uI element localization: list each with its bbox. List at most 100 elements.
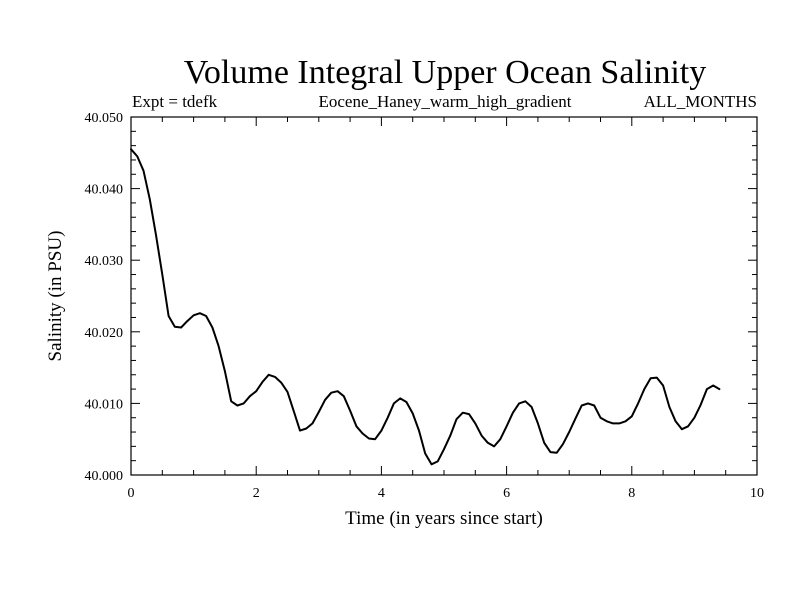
y-tick-label: 40.030 — [85, 254, 124, 269]
series-point — [155, 234, 157, 236]
y-axis-title: Salinity (in PSU) — [45, 231, 66, 362]
series-point — [506, 425, 508, 427]
series-point — [606, 420, 608, 422]
series-point — [380, 430, 382, 432]
series-point — [274, 376, 276, 378]
series-point — [355, 425, 357, 427]
series-point — [180, 327, 182, 329]
series-point — [468, 413, 470, 415]
series-point — [199, 312, 201, 314]
series-point — [143, 170, 145, 172]
series-point — [675, 420, 677, 422]
series-point — [443, 448, 445, 450]
x-tick-label: 8 — [628, 486, 635, 501]
series-point — [224, 370, 226, 372]
series-point — [687, 425, 689, 427]
major-ticks — [130, 116, 758, 476]
series-point — [693, 417, 695, 419]
y-tick-label: 40.050 — [85, 111, 124, 126]
series-point — [600, 417, 602, 419]
series-point — [531, 406, 533, 408]
series-point — [518, 402, 520, 404]
series-point — [537, 422, 539, 424]
x-axis-title: Time (in years since start) — [345, 508, 543, 529]
period-label: ALL_MONTHS — [644, 92, 757, 111]
plot-frame — [130, 116, 758, 476]
series-point — [299, 430, 301, 432]
series-point — [174, 326, 176, 328]
series-point — [393, 402, 395, 404]
series-point — [424, 453, 426, 455]
run-name-label: Eocene_Haney_warm_high_gradient — [318, 92, 571, 111]
series-point — [280, 382, 282, 384]
series-point — [268, 374, 270, 376]
series-point — [243, 402, 245, 404]
chart-title: Volume Integral Upper Ocean Salinity — [184, 54, 706, 91]
series-point — [262, 381, 264, 383]
series-point — [387, 417, 389, 419]
series-point — [293, 410, 295, 412]
series-point — [612, 422, 614, 424]
series-point — [487, 442, 489, 444]
series-point — [575, 417, 577, 419]
series-point — [562, 443, 564, 445]
series-point — [656, 377, 658, 379]
series-point — [287, 391, 289, 393]
salinity-series-points — [130, 148, 720, 465]
series-point — [543, 442, 545, 444]
x-tick-label: 0 — [128, 486, 135, 501]
series-point — [449, 435, 451, 437]
series-point — [368, 438, 370, 440]
series-point — [462, 412, 464, 414]
series-point — [700, 404, 702, 406]
series-point — [236, 405, 238, 407]
series-point — [337, 390, 339, 392]
y-tick-labels: 40.000 40.010 40.020 40.030 40.040 40.050 — [85, 111, 124, 484]
series-point — [549, 451, 551, 453]
y-tick-label: 40.040 — [85, 183, 124, 198]
series-point — [643, 388, 645, 390]
series-point — [312, 422, 314, 424]
series-point — [499, 438, 501, 440]
series-point — [136, 155, 138, 157]
series-point — [130, 148, 132, 150]
series-point — [211, 327, 213, 329]
series-point — [631, 415, 633, 417]
series-point — [343, 395, 345, 397]
series-point — [493, 445, 495, 447]
series-point — [249, 395, 251, 397]
series-point — [718, 388, 720, 390]
minor-ticks — [131, 117, 757, 475]
series-point — [481, 435, 483, 437]
series-point — [218, 345, 220, 347]
series-point — [362, 433, 364, 435]
series-point — [230, 400, 232, 402]
series-point — [556, 452, 558, 454]
series-point — [205, 315, 207, 317]
series-point — [305, 428, 307, 430]
series-point — [662, 385, 664, 387]
series-point — [625, 420, 627, 422]
series-point — [349, 410, 351, 412]
series-point — [149, 198, 151, 200]
series-point — [374, 438, 376, 440]
y-tick-label: 40.000 — [85, 469, 124, 484]
series-point — [437, 460, 439, 462]
x-tick-label: 4 — [378, 486, 385, 501]
x-tick-label: 10 — [750, 486, 764, 501]
series-point — [681, 428, 683, 430]
series-point — [650, 377, 652, 379]
x-tick-label: 6 — [503, 486, 510, 501]
series-point — [668, 406, 670, 408]
series-point — [524, 400, 526, 402]
series-point — [330, 392, 332, 394]
y-tick-label: 40.010 — [85, 397, 124, 412]
series-point — [324, 399, 326, 401]
x-tick-label: 2 — [253, 486, 260, 501]
series-point — [412, 412, 414, 414]
series-point — [418, 430, 420, 432]
experiment-label: Expt = tdefk — [132, 92, 218, 111]
series-point — [399, 397, 401, 399]
series-point — [706, 388, 708, 390]
